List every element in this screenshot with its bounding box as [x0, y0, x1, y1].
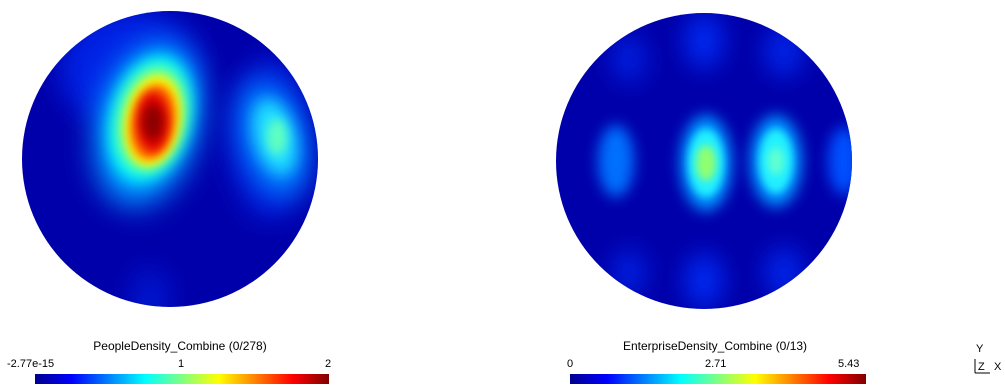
- colorbar-min-label: 0: [567, 358, 574, 370]
- orientation-axes: Y Z X: [970, 343, 1004, 383]
- colorbar-gradient: [35, 374, 329, 384]
- axis-x-label: X: [994, 361, 1002, 373]
- axis-y-label: Y: [976, 343, 984, 355]
- people-density-field: [22, 11, 318, 307]
- left-render-view[interactable]: PeopleDensity_Combine (0/278) -2.77e-15 …: [0, 0, 335, 385]
- enterprise-density-field: [556, 13, 852, 309]
- colorbar-max-label: 5.43: [838, 358, 860, 370]
- colorbar-min-label: -2.77e-15: [7, 358, 55, 370]
- right-render-view[interactable]: EnterpriseDensity_Combine (0/13) 0 2.71 …: [545, 0, 870, 385]
- axes-lines: [974, 359, 990, 374]
- colorbar-title: PeopleDensity_Combine (0/278): [93, 339, 267, 353]
- colorbar-title: EnterpriseDensity_Combine (0/13): [622, 339, 808, 353]
- colorbar-gradient: [570, 374, 866, 384]
- colorbar-mid-label: 2.71: [705, 358, 727, 370]
- axis-z-label: Z: [978, 361, 985, 373]
- colorbar-max-label: 2: [325, 358, 332, 370]
- colorbar-mid-label: 1: [178, 358, 185, 370]
